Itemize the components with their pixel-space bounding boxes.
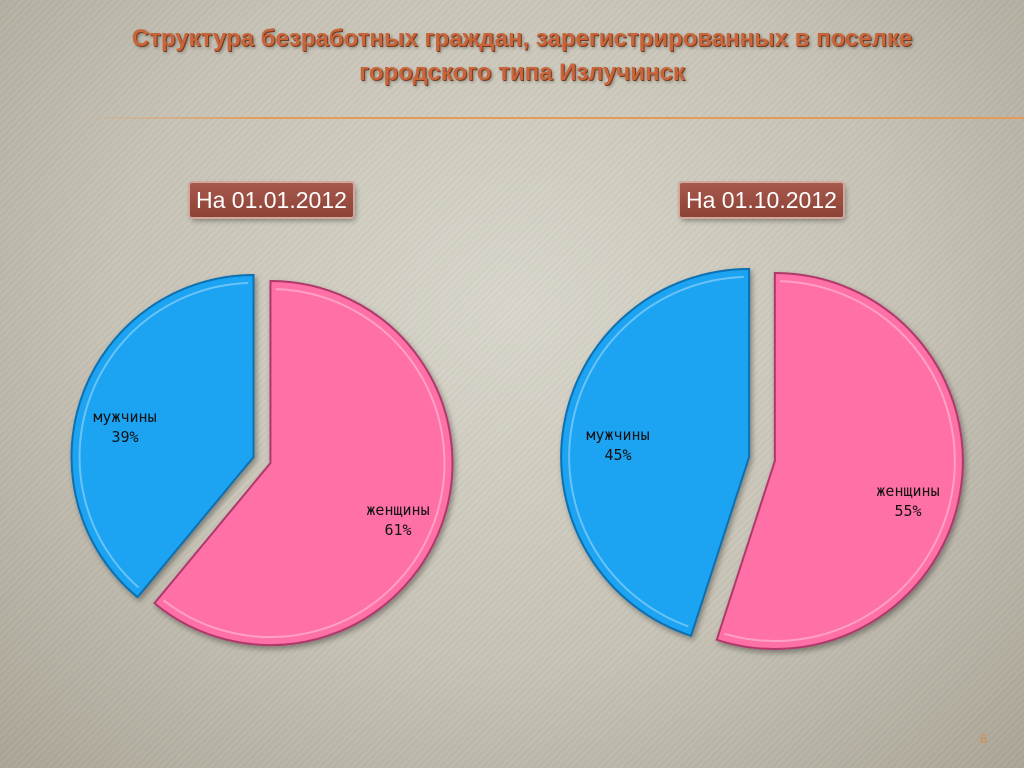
chart-1-women-name: женщины	[366, 501, 430, 519]
title-divider	[80, 117, 1024, 119]
chart-1-men-label: мужчины 39%	[85, 407, 165, 447]
pie-2-slice-men	[560, 267, 751, 638]
chart-1-men-name: мужчины	[93, 408, 157, 426]
pie-2-slice-men-bevel	[568, 276, 744, 628]
pie-2-slice-women	[715, 272, 964, 651]
chart-2-women-label: женщины 55%	[868, 481, 948, 521]
slide-title-line-2: городского типа Излучинск	[359, 59, 685, 86]
chart-2-women-name: женщины	[876, 482, 940, 500]
pie-1-slice-women-bevel	[163, 288, 446, 638]
chart-1-women-label: женщины 61%	[358, 500, 438, 540]
pie-1-slice-men	[70, 273, 255, 599]
pie-2-slice-women-bevel	[724, 280, 956, 642]
chart-2-title: На 01.10.2012	[680, 183, 843, 217]
chart-2-women-value: 55%	[894, 502, 922, 520]
pie-chart-1	[70, 273, 454, 647]
slide-title: Структура безработных граждан, зарегистр…	[60, 22, 984, 90]
pie-1-slice-men-bevel	[78, 282, 249, 589]
pie-1-slice-women	[153, 280, 454, 647]
page-number: 6	[980, 731, 988, 746]
chart-1-women-value: 61%	[384, 521, 412, 539]
chart-2-men-value: 45%	[604, 446, 632, 464]
chart-2-men-name: мужчины	[586, 426, 650, 444]
slide-title-line-1: Структура безработных граждан, зарегистр…	[131, 25, 913, 52]
chart-1-men-value: 39%	[111, 428, 139, 446]
chart-2-men-label: мужчины 45%	[578, 425, 658, 465]
chart-1-title: На 01.01.2012	[190, 183, 353, 217]
pie-chart-2	[560, 267, 964, 651]
